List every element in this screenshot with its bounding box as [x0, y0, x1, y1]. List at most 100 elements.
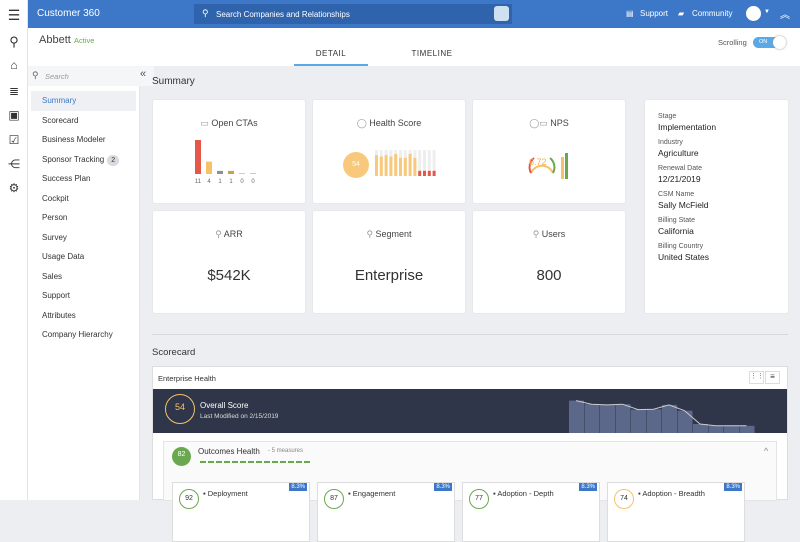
collapse-up-icon[interactable]: ︽: [780, 10, 790, 21]
measure-name: ▪ Adoption - Depth: [493, 489, 554, 498]
health-bar: [427, 170, 431, 176]
list-icon[interactable]: ≣: [8, 84, 20, 98]
health-bar-bg: [418, 150, 422, 176]
sidebar-item-cockpit[interactable]: Cockpit: [31, 189, 136, 209]
sidebar-item-sponsor-tracking[interactable]: Sponsor Tracking 2: [31, 150, 136, 170]
sidebar-item-label: Business Modeler: [42, 135, 106, 144]
sidebar-item-survey[interactable]: Survey: [31, 228, 136, 248]
history-bar: [708, 425, 724, 433]
sidebar-item-attributes[interactable]: Attributes: [31, 306, 136, 326]
location-pin-icon: ⚲: [215, 229, 224, 239]
sidebar-item-support[interactable]: Support: [31, 286, 136, 306]
location-pin-icon: ⚲: [532, 229, 542, 239]
outcomes-score[interactable]: 82: [172, 447, 191, 466]
panel-title: Enterprise Health: [158, 374, 216, 383]
checkbox-icon[interactable]: ☑: [8, 133, 20, 147]
location-pin-icon: ⚲: [366, 229, 376, 239]
outcomes-measures: - 5 measures: [268, 448, 304, 454]
cta-bar[interactable]: [206, 161, 212, 174]
menu-icon[interactable]: ☰: [7, 7, 21, 23]
history-bar: [584, 404, 600, 433]
history-bar: [677, 410, 693, 433]
nps-card[interactable]: ◯▭ NPS 6.72: [473, 100, 625, 203]
tab-timeline[interactable]: TIMELINE: [411, 49, 453, 58]
measure-card[interactable]: 74 ▪ Adoption - Breadth 8.3%: [607, 482, 745, 542]
segment-value: Enterprise: [354, 267, 424, 284]
cta-bar[interactable]: [195, 140, 201, 174]
sidebar-item-scorecard[interactable]: Scorecard: [31, 111, 136, 131]
scrolling-toggle[interactable]: ON: [753, 36, 786, 49]
cta-bar[interactable]: [228, 170, 234, 174]
sidebar-item-label: Success Plan: [42, 174, 91, 183]
search-input[interactable]: Search Companies and Relationships: [216, 10, 350, 19]
nps-gauge: [528, 157, 556, 174]
arr-value: $542K: [207, 267, 251, 284]
sidebar-item-company-hierarchy[interactable]: Company Hierarchy: [31, 325, 136, 345]
measure-score: 74: [614, 489, 634, 509]
cta-bar-label: 0: [240, 179, 244, 184]
health-bar: [418, 170, 422, 176]
global-search[interactable]: ⚲ Search Companies and Relationships: [194, 4, 512, 24]
measure-card[interactable]: 77 ▪ Adoption - Depth 8.3%: [462, 482, 600, 542]
gear-icon[interactable]: ⚙: [8, 181, 20, 195]
sidebar-item-summary[interactable]: Summary: [31, 91, 136, 111]
health-score-card[interactable]: ◯ Health Score 54: [313, 100, 465, 203]
info-label: Billing Country: [658, 243, 704, 250]
chat-icon: ▭: [200, 118, 212, 128]
health-score-trend: [375, 150, 436, 176]
history-bar: [724, 425, 739, 433]
support-link[interactable]: Support: [640, 9, 669, 18]
cta-bar[interactable]: [217, 170, 223, 174]
cta-bar[interactable]: [239, 173, 245, 174]
weight-badge: 8.3%: [289, 483, 307, 491]
assistant-avatar-icon[interactable]: [494, 6, 509, 21]
company-header: Abbett Active DETAIL TIMELINE Scrolling …: [28, 28, 800, 66]
overall-score-band: 54 Overall Score Last Modified on 2/15/2…: [153, 389, 787, 433]
cta-bar-label: 11: [195, 179, 202, 184]
health-bar-bg: [423, 150, 426, 176]
health-bar: [389, 156, 393, 176]
arr-card[interactable]: ⚲ ARR $542K: [153, 211, 305, 313]
measure-score: 92: [179, 489, 199, 509]
company-name: Abbett: [39, 34, 71, 46]
overall-score-ring[interactable]: 54: [165, 394, 195, 424]
users-card[interactable]: ⚲ Users 800: [473, 211, 625, 313]
nps-value: 6.72: [529, 157, 547, 167]
health-bar: [403, 157, 407, 176]
chevron-down-icon[interactable]: ▼: [764, 9, 770, 15]
segment-card[interactable]: ⚲ Segment Enterprise: [313, 211, 465, 313]
measure-card[interactable]: 92 ▪ Deployment 8.3%: [172, 482, 310, 542]
grid-view-icon[interactable]: ⋮⋮: [749, 371, 764, 384]
health-bar: [384, 155, 388, 176]
calendar-icon[interactable]: ▣: [8, 108, 20, 122]
health-bar: [432, 170, 436, 176]
measure-card[interactable]: 87 ▪ Engagement 8.3%: [317, 482, 455, 542]
tab-detail[interactable]: DETAIL: [294, 48, 368, 66]
share-icon[interactable]: ⋲: [8, 157, 20, 171]
sidebar-item-label: Support: [42, 291, 71, 300]
cta-bar-label: 1: [229, 179, 233, 184]
sidebar-search-input[interactable]: Search: [45, 72, 69, 81]
home-icon[interactable]: ⌂: [10, 58, 18, 72]
search-icon[interactable]: ⚲: [9, 34, 19, 49]
user-avatar-icon[interactable]: [746, 6, 761, 21]
summary-title: Summary: [152, 76, 195, 87]
count-badge: 2: [107, 154, 120, 166]
community-link[interactable]: Community: [692, 9, 733, 18]
history-bar: [662, 404, 677, 433]
chevron-up-icon[interactable]: ^: [764, 446, 769, 456]
history-bar: [739, 425, 755, 433]
info-label: Renewal Date: [658, 165, 702, 172]
open-ctas-card[interactable]: ▭ Open CTAs 11 4 1 1 0 0: [153, 100, 305, 203]
sidebar-search[interactable]: ⚲ Search «: [28, 66, 154, 86]
card-title: Segment: [375, 229, 412, 239]
sidebar-item-person[interactable]: Person: [31, 208, 136, 228]
sidebar-item-sales[interactable]: Sales: [31, 267, 136, 287]
cta-bar[interactable]: [250, 173, 256, 174]
collapse-sidebar-icon[interactable]: «: [140, 68, 147, 80]
sidebar-item-usage-data[interactable]: Usage Data: [31, 247, 136, 267]
sidebar-item-success-plan[interactable]: Success Plan: [31, 169, 136, 189]
list-view-icon[interactable]: ≡: [765, 371, 780, 384]
sidebar-item-business-modeler[interactable]: Business Modeler: [31, 130, 136, 150]
open-ctas-chart: 11 4 1 1 0 0: [195, 140, 256, 184]
